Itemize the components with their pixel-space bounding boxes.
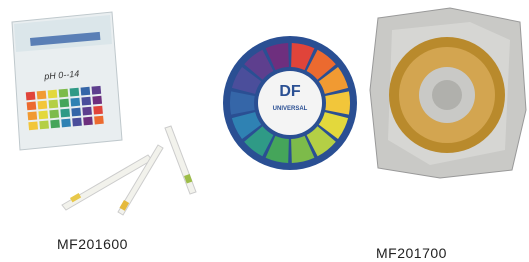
swatch (37, 91, 47, 100)
swatch (92, 96, 102, 105)
swatch (38, 111, 48, 120)
swatch (48, 90, 58, 99)
wheel-label: UNIVERSAL (273, 106, 308, 112)
swatch (26, 92, 36, 101)
foil-roll (370, 8, 526, 178)
swatch (38, 101, 48, 110)
swatch (39, 121, 49, 130)
swatch (59, 89, 69, 98)
swatch (94, 116, 104, 125)
swatch (61, 119, 71, 128)
swatch (71, 108, 81, 117)
swatch (81, 87, 91, 96)
wheel-brand: DF (279, 83, 301, 100)
swatch (27, 111, 37, 120)
product-photos: pH 0--14 DF UNIVERSAL (0, 0, 529, 230)
swatch (60, 109, 70, 118)
swatch (92, 86, 102, 95)
swatch (81, 97, 91, 106)
swatch (49, 100, 59, 109)
swatch (50, 120, 60, 129)
swatch (70, 88, 80, 97)
swatch (49, 110, 59, 119)
swatch (70, 98, 80, 107)
product-code: MF201700 (376, 245, 447, 261)
swatch (83, 117, 93, 126)
swatch (27, 102, 37, 111)
swatch (28, 121, 38, 130)
swatch (59, 99, 69, 108)
swatch (82, 107, 92, 116)
swatch (93, 106, 103, 115)
product-code: MF201600 (57, 236, 128, 252)
test-paper-box: pH 0--14 (12, 12, 122, 150)
swatch (72, 118, 82, 127)
page: pH 0--14 DF UNIVERSAL (0, 0, 529, 262)
ph-wheel: DF UNIVERSAL (223, 36, 357, 170)
